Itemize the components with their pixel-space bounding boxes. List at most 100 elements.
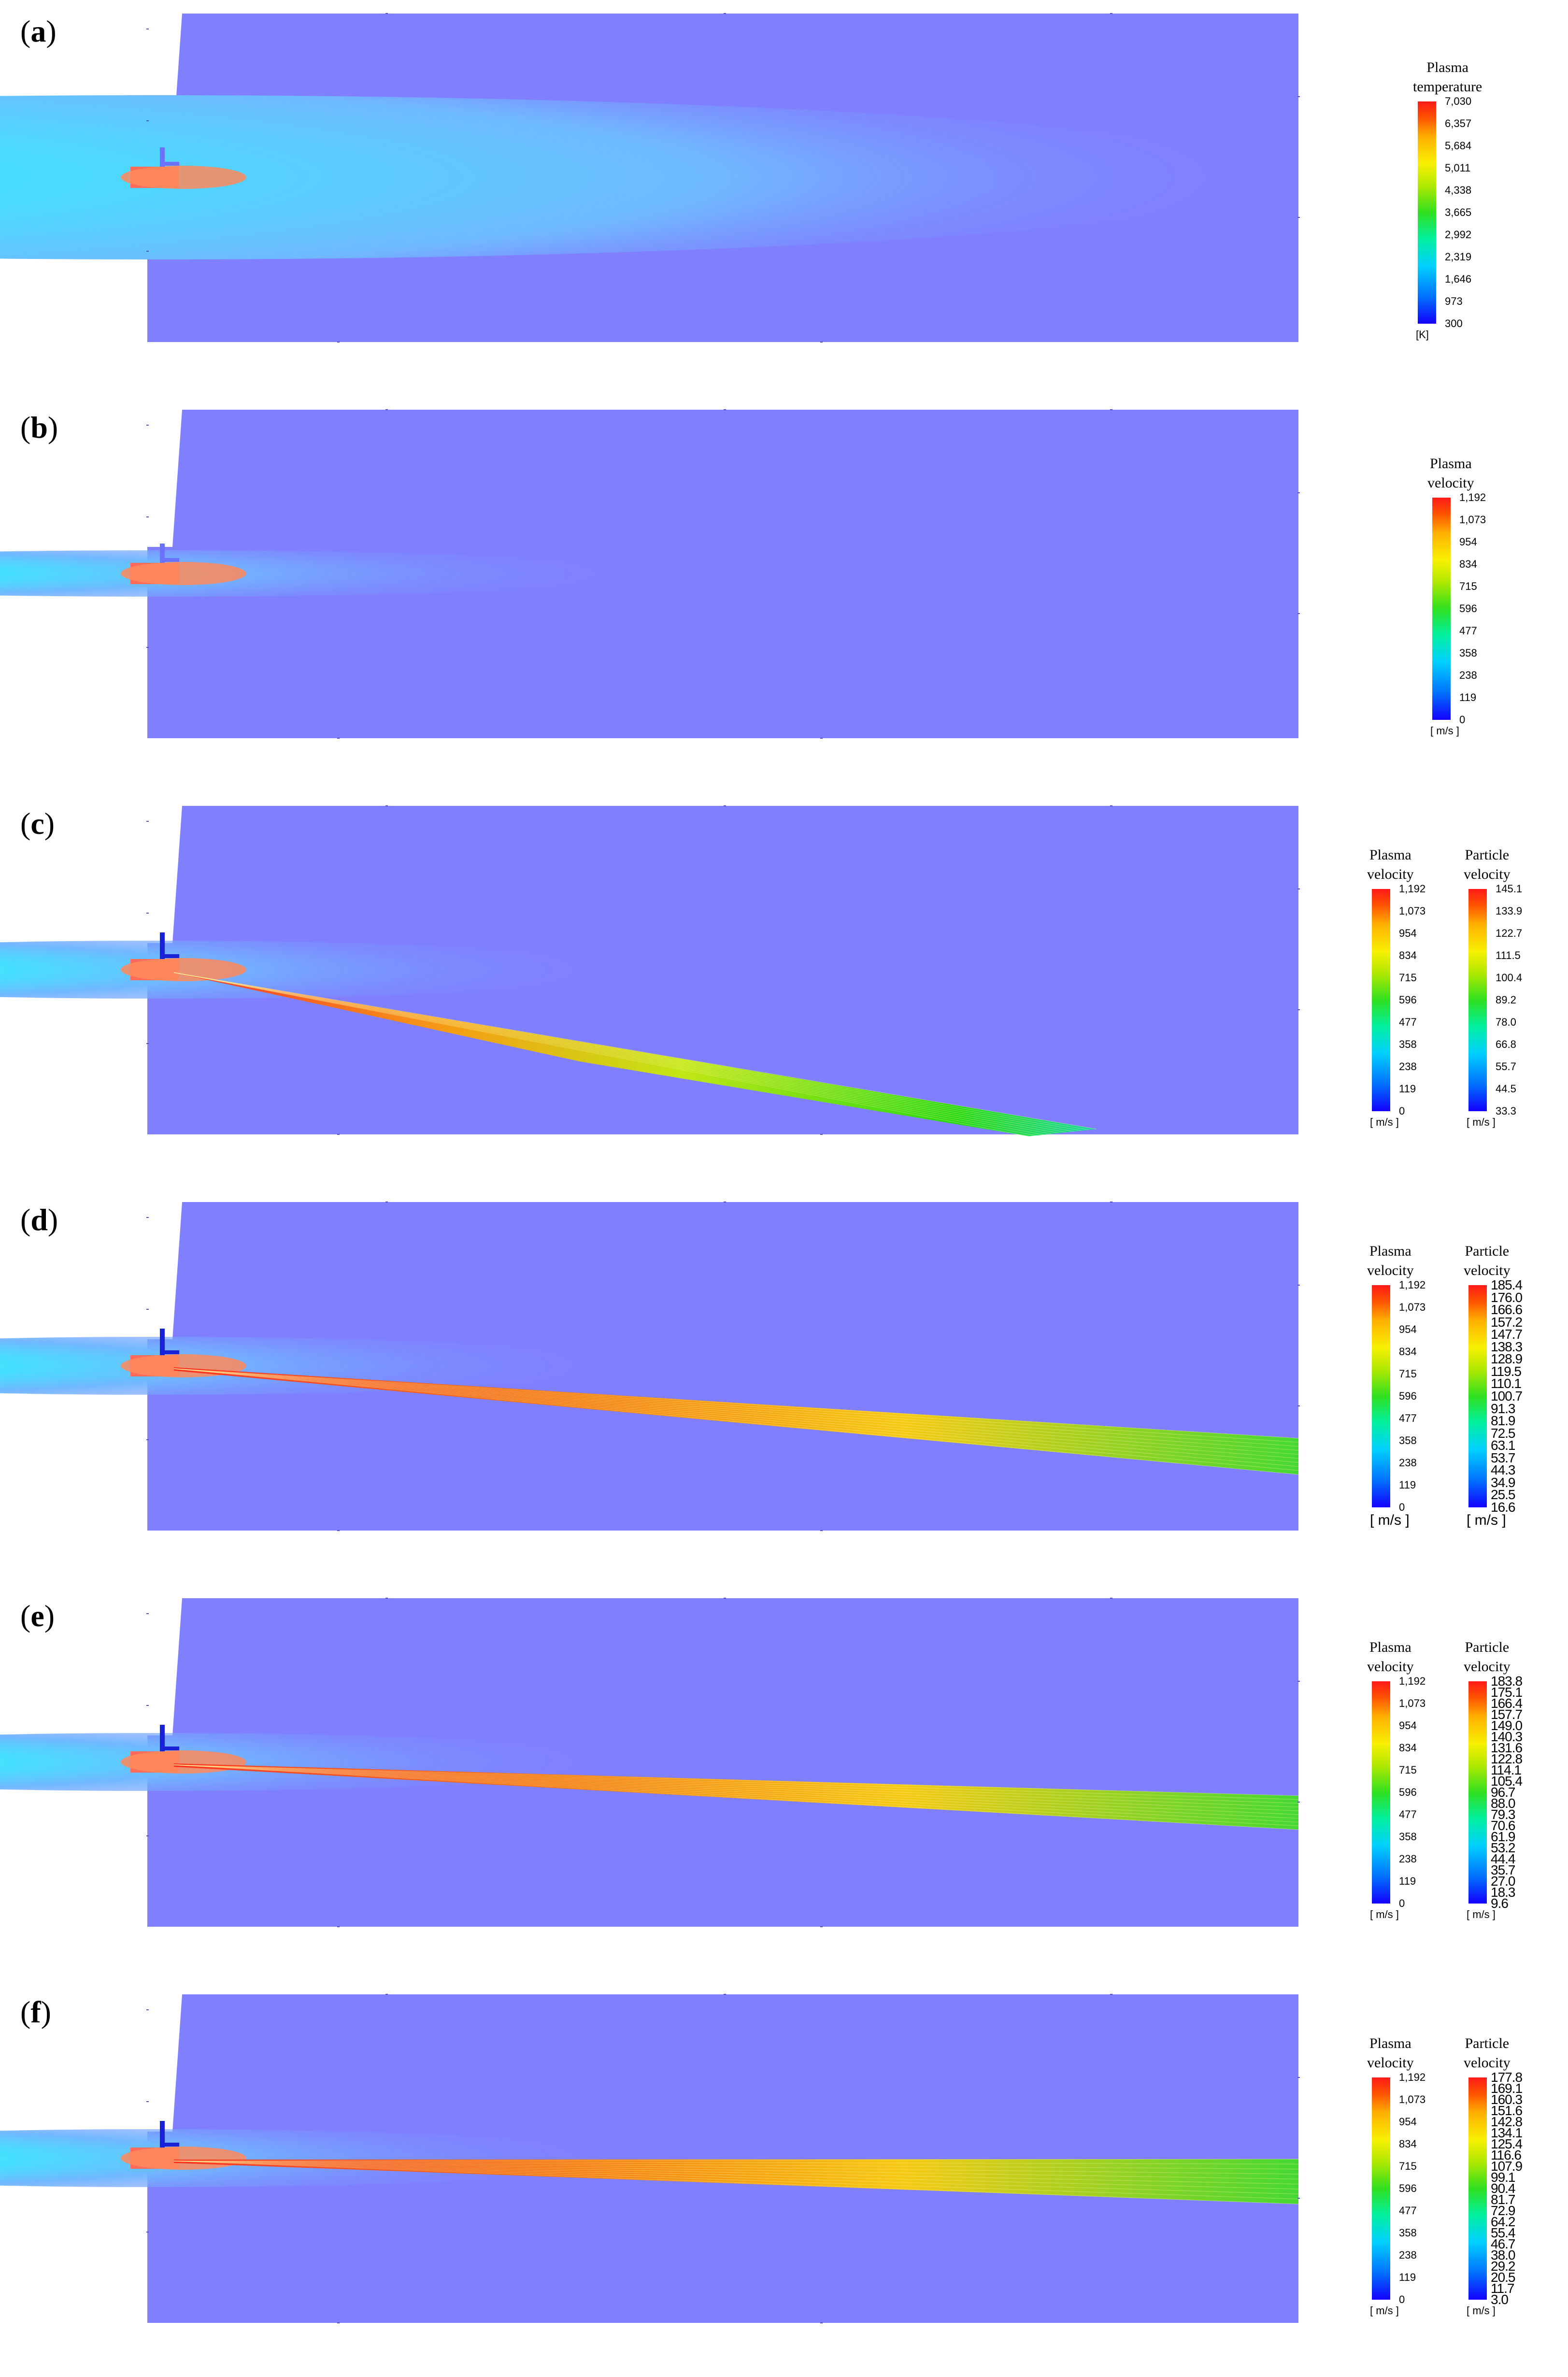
scale-tick-label: 715 bbox=[1399, 1368, 1417, 1380]
legend-unit: [ m/s ] bbox=[1467, 1908, 1496, 1920]
scale-tick-label: 1,646 bbox=[1445, 273, 1472, 285]
scale-tick-label: 44.4 bbox=[1491, 1851, 1515, 1866]
legend-title-line2: velocity bbox=[1464, 1659, 1511, 1675]
scale-tick-label: 5,684 bbox=[1445, 140, 1472, 152]
plasma-plume bbox=[0, 95, 1292, 259]
trajectory-streak bbox=[173, 2161, 1299, 2170]
scale-tick-label: 6,357 bbox=[1445, 117, 1472, 129]
scale-tick-label: 119 bbox=[1399, 1083, 1416, 1095]
scale-tick-label: 72.9 bbox=[1491, 2203, 1515, 2218]
scale-tick-label: 1,192 bbox=[1399, 1279, 1426, 1291]
scale-tick-label: 1,192 bbox=[1399, 1675, 1426, 1687]
trajectory-streak bbox=[173, 1368, 1299, 1471]
mesh-marker bbox=[1297, 1285, 1300, 1286]
mesh-marker bbox=[1110, 1202, 1112, 1203]
simulation-domain bbox=[0, 1994, 1300, 2323]
mesh-marker bbox=[146, 913, 149, 914]
scale-tick-label: 20.5 bbox=[1491, 2270, 1515, 2285]
panel-label-open: ( bbox=[20, 1995, 31, 2029]
legend-title-line1: Particle bbox=[1465, 1639, 1510, 1655]
color-scale-bar bbox=[1468, 1285, 1487, 1507]
mesh-marker bbox=[146, 2101, 149, 2102]
scale-tick-label: 128.9 bbox=[1491, 1351, 1523, 1367]
legend-title-line2: velocity bbox=[1367, 866, 1414, 882]
legend-title-line2: velocity bbox=[1367, 1659, 1414, 1675]
panel-label-open: ( bbox=[20, 806, 31, 841]
legend-title: Particle velocity bbox=[1464, 2034, 1511, 2073]
color-scale-bar bbox=[1418, 101, 1436, 324]
injector-tip bbox=[160, 1747, 179, 1750]
trajectory-streak bbox=[173, 972, 1029, 1137]
scale-tick-label: 177.8 bbox=[1491, 2070, 1523, 2085]
panel-label-letter: f bbox=[30, 1995, 41, 2029]
scale-tick-label: 1,192 bbox=[1399, 883, 1426, 895]
mesh-marker bbox=[146, 1309, 149, 1310]
scale-tick-label: 0 bbox=[1399, 1105, 1405, 1117]
mesh-marker bbox=[146, 120, 149, 121]
scale-tick-label: 119 bbox=[1399, 1479, 1416, 1491]
scale-tick-label: 27.0 bbox=[1491, 1874, 1515, 1889]
scale-tick-label: 64.2 bbox=[1491, 2214, 1515, 2229]
powder-injector bbox=[160, 2121, 165, 2148]
scale-tick-label: 477 bbox=[1399, 1016, 1417, 1028]
mesh-marker bbox=[146, 425, 149, 426]
legend-unit: [ m/s ] bbox=[1467, 2305, 1496, 2317]
panel-label-letter: c bbox=[30, 806, 44, 841]
panel-label-open: ( bbox=[20, 410, 31, 444]
legend-title-line2: velocity bbox=[1464, 1262, 1511, 1278]
mesh-marker bbox=[1297, 613, 1300, 614]
mesh-marker bbox=[146, 251, 149, 252]
mesh-marker bbox=[146, 2009, 149, 2010]
trajectory-streak bbox=[173, 972, 1074, 1132]
scale-tick-label: 0 bbox=[1399, 1501, 1405, 1513]
panel-label: (f) bbox=[20, 1994, 51, 2030]
scale-tick-label: 176.0 bbox=[1491, 1289, 1523, 1305]
simulation-domain bbox=[0, 805, 1300, 1137]
scale-tick-label: 131.6 bbox=[1491, 1740, 1523, 1755]
mesh-marker bbox=[385, 1598, 388, 1599]
color-scale-bar bbox=[1372, 1681, 1390, 1904]
legend-title-line2: velocity bbox=[1367, 2055, 1414, 2071]
scale-tick-label: 175.1 bbox=[1491, 1685, 1523, 1700]
scale-tick-label: 122.8 bbox=[1491, 1751, 1523, 1766]
scale-tick-label: 358 bbox=[1399, 2227, 1417, 2239]
scale-tick-label: 116.6 bbox=[1491, 2148, 1522, 2162]
plasma-plume bbox=[0, 550, 664, 597]
mesh-marker bbox=[337, 2322, 340, 2323]
panel-e: (e) Plasma velocity 1,192 1,073 954 834 715 596 4… bbox=[0, 1585, 1568, 1981]
legend-title-line1: Particle bbox=[1465, 2035, 1510, 2051]
scale-tick-label: 44.5 bbox=[1496, 1083, 1516, 1095]
panel-label-letter: d bbox=[30, 1203, 48, 1237]
trajectory-streak bbox=[173, 972, 1082, 1131]
trajectory-streak bbox=[173, 1368, 1299, 1451]
trajectory-streak bbox=[173, 2161, 1299, 2200]
legend-unit: [ m/s ] bbox=[1370, 1908, 1399, 1920]
scale-tick-label: 834 bbox=[1399, 2138, 1417, 2150]
domain-notch bbox=[147, 806, 182, 943]
scale-tick-label: 1,073 bbox=[1399, 1301, 1426, 1313]
trajectory-streak bbox=[173, 1764, 1299, 1811]
scale-tick-label: 78.0 bbox=[1496, 1016, 1516, 1028]
scale-tick-label: 81.7 bbox=[1491, 2192, 1515, 2207]
scale-tick-label: 1,192 bbox=[1459, 491, 1486, 503]
legend-unit: [ m/s ] bbox=[1370, 1116, 1399, 1128]
scale-tick-label: 954 bbox=[1399, 1323, 1417, 1335]
mesh-marker bbox=[1297, 1681, 1300, 1682]
panel-b: (b) Plasma velocity 1,192 1,073 954 834 715 596 4… bbox=[0, 396, 1568, 792]
mesh-marker bbox=[820, 342, 823, 343]
scale-tick-label: 133.9 bbox=[1496, 905, 1523, 917]
scale-tick-label: 79.3 bbox=[1491, 1807, 1515, 1822]
trajectory-streak bbox=[173, 1368, 1299, 1455]
scale-tick-label: 715 bbox=[1399, 972, 1417, 984]
jet-core bbox=[121, 2147, 246, 2170]
scale-tick-label: 477 bbox=[1399, 2205, 1417, 2217]
scale-tick-label: 954 bbox=[1399, 2116, 1417, 2128]
scale-tick-label: 185.4 bbox=[1491, 1277, 1523, 1292]
domain-notch bbox=[147, 1994, 182, 2132]
panel-label-close: ) bbox=[47, 410, 58, 444]
mesh-marker bbox=[1297, 96, 1300, 97]
trajectory-streak bbox=[173, 2161, 1299, 2175]
scale-tick-label: 358 bbox=[1459, 647, 1477, 659]
mesh-marker bbox=[146, 821, 149, 822]
mesh-marker bbox=[385, 805, 388, 806]
